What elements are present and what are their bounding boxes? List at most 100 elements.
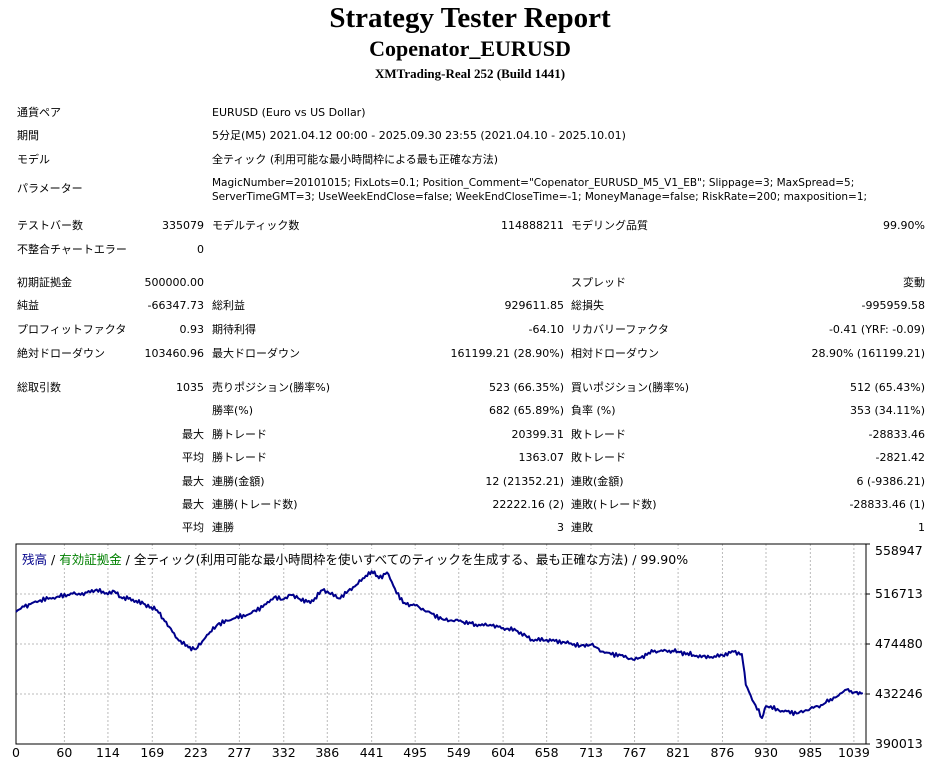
legend-balance: 残高 <box>22 552 48 567</box>
winrate-label: 勝率(%) <box>212 404 254 417</box>
max-consec-loss-value: -28833.46 (1) <box>849 498 925 511</box>
y-tick-labels: 558947 516713 474480 432246 390013 <box>866 543 923 751</box>
lossrate-value: 353 (34.11%) <box>849 404 925 417</box>
net-label: 純益 <box>17 299 39 312</box>
errors-value: 0 <box>197 243 204 256</box>
x-tick-label: 60 <box>56 745 72 760</box>
x-tick-label: 114 <box>96 745 120 760</box>
short-value: 523 (66.35%) <box>488 381 564 394</box>
max-word-3: 最大 <box>182 498 204 511</box>
x-tick-label: 821 <box>666 745 690 760</box>
model-value: 全ティック (利用可能な最小時間枠による最も正確な方法) <box>212 153 499 166</box>
largest-win-label: 勝トレード <box>212 428 267 441</box>
trades-label: 総取引数 <box>17 381 61 394</box>
net-value: -66347.73 <box>147 299 204 312</box>
x-tick-label: 930 <box>754 745 778 760</box>
recovery-label: リカバリーファクタ <box>571 323 669 336</box>
trades-value: 1035 <box>176 381 204 394</box>
long-value: 512 (65.43%) <box>849 381 925 394</box>
recovery-value: -0.41 (YRF: -0.09) <box>828 323 925 336</box>
gross-profit-label: 総利益 <box>212 299 245 312</box>
pair-value: EURUSD (Euro vs US Dollar) <box>212 106 366 119</box>
avg-consec-wins-value: 3 <box>557 521 564 534</box>
legend-sep-2: / <box>121 552 134 567</box>
avg-win-value: 1363.07 <box>518 451 565 464</box>
max-dd-label: 最大ドローダウン <box>212 347 300 360</box>
largest-win-value: 20399.31 <box>511 428 565 441</box>
ticks-value: 114888211 <box>501 219 564 232</box>
y-tick-label: 432246 <box>875 686 923 701</box>
expected-label: 期待利得 <box>212 323 256 336</box>
legend-sep-1: / <box>47 552 60 567</box>
x-tick-label: 658 <box>535 745 559 760</box>
gross-loss-label: 総損失 <box>571 299 604 312</box>
chart-grid <box>16 544 866 744</box>
x-tick-label: 985 <box>798 745 822 760</box>
gross-profit-value: 929611.85 <box>504 299 565 312</box>
x-tick-labels: 0 60 114 169 223 277 332 386 441 495 549 604 658 713 7… <box>12 745 870 760</box>
params-line-1: MagicNumber=20101015; FixLots=0.1; Posit… <box>212 177 855 189</box>
model-label: モデル <box>17 153 50 166</box>
avg-consec-losses-value: 1 <box>918 521 925 534</box>
x-tick-label: 441 <box>360 745 384 760</box>
quality-value: 99.90% <box>883 219 925 232</box>
x-tick-label: 549 <box>447 745 471 760</box>
abs-dd-value: 103460.96 <box>144 347 205 360</box>
largest-loss-value: -28833.46 <box>868 428 925 441</box>
pair-label: 通貨ペア <box>17 106 61 119</box>
max-consec-losses-label: 連敗(金額) <box>571 475 624 488</box>
max-word-1: 最大 <box>182 428 204 441</box>
report-subtitle: Copenator_EURUSD <box>369 36 571 61</box>
max-consec-profit-value: 22222.16 (2) <box>492 498 564 511</box>
rel-dd-label: 相対ドローダウン <box>571 347 659 360</box>
legend-equity: 有効証拠金 <box>59 552 122 567</box>
max-consec-profit-label: 連勝(トレード数) <box>212 498 298 511</box>
y-tick-label: 474480 <box>875 636 923 651</box>
rel-dd-value: 28.90% (161199.21) <box>811 347 925 360</box>
pf-label: プロフィットファクタ <box>17 323 127 336</box>
report-title: Strategy Tester Report <box>329 2 611 34</box>
expected-value: -64.10 <box>528 323 564 336</box>
max-consec-wins-label: 連勝(金額) <box>212 475 265 488</box>
deposit-value: 500000.00 <box>144 276 205 289</box>
legend-description: 全ティック(利用可能な最小時間枠を使いすべてのティックを生成する、最も正確な方法… <box>133 552 689 567</box>
spread-label: スプレッド <box>571 276 626 289</box>
x-tick-label: 169 <box>140 745 164 760</box>
y-tick-label: 390013 <box>875 736 923 751</box>
ticks-label: モデルティック数 <box>212 219 300 232</box>
x-tick-label: 1039 <box>838 745 870 760</box>
x-tick-label: 604 <box>491 745 515 760</box>
avg-win-label: 勝トレード <box>212 451 267 464</box>
x-tick-label: 223 <box>184 745 208 760</box>
balance-chart: 558947 516713 474480 432246 390013 0 60 114 169… <box>12 543 923 760</box>
bars-label: テストバー数 <box>17 219 83 232</box>
max-word-2: 最大 <box>182 475 204 488</box>
report-build: XMTrading-Real 252 (Build 1441) <box>374 66 566 81</box>
max-consec-losses-value: 6 (-9386.21) <box>856 475 925 488</box>
avg-consec-wins-label: 連勝 <box>212 521 234 534</box>
winrate-value: 682 (65.89%) <box>488 404 564 417</box>
errors-label: 不整合チャートエラー <box>17 243 127 256</box>
max-consec-loss-label: 連敗(トレード数) <box>571 498 657 511</box>
spread-value: 変動 <box>903 276 925 289</box>
x-tick-label: 713 <box>579 745 603 760</box>
gross-loss-value: -995959.58 <box>861 299 925 312</box>
period-value: 5分足(M5) 2021.04.12 00:00 - 2025.09.30 23… <box>212 129 626 142</box>
x-tick-label: 386 <box>315 745 339 760</box>
avg-consec-losses-label: 連敗 <box>571 521 593 534</box>
balance-series-line <box>15 570 864 719</box>
abs-dd-label: 絶対ドローダウン <box>17 347 105 360</box>
deposit-label: 初期証拠金 <box>17 276 72 289</box>
x-tick-label: 495 <box>403 745 427 760</box>
x-tick-label: 277 <box>227 745 251 760</box>
avg-loss-value: -2821.42 <box>875 451 925 464</box>
chart-legend: 残高 / 有効証拠金 / 全ティック(利用可能な最小時間枠を使いすべてのティック… <box>20 549 691 568</box>
lossrate-label: 負率 (%) <box>571 404 616 417</box>
avg-loss-label: 敗トレード <box>571 451 626 464</box>
largest-loss-label: 敗トレード <box>571 428 626 441</box>
avg-word-2: 平均 <box>182 521 204 534</box>
period-label: 期間 <box>17 129 39 142</box>
x-tick-label: 332 <box>272 745 296 760</box>
max-dd-value: 161199.21 (28.90%) <box>450 347 564 360</box>
x-tick-label: 0 <box>12 745 20 760</box>
